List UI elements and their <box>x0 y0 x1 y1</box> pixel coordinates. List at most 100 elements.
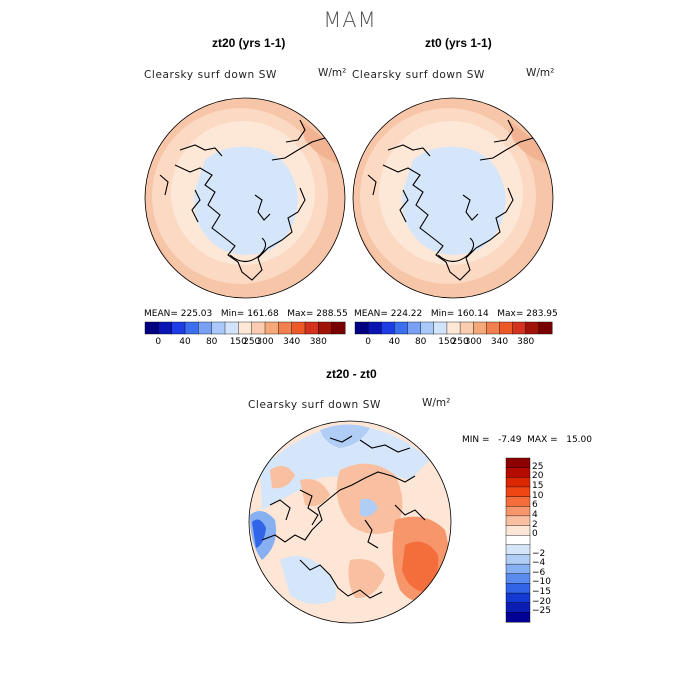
map-zt0-border <box>352 97 554 299</box>
colorbar-swatch <box>472 321 487 335</box>
map-diff <box>249 421 451 623</box>
diff-colorbar-tick-label: 2 <box>532 519 538 530</box>
colorbar-swatch <box>291 321 306 335</box>
panel-1-variable: Clearsky surf down SW <box>144 69 277 81</box>
colorbar-tick-label: 340 <box>490 337 509 347</box>
colorbar-swatch <box>407 321 422 335</box>
diff-colorbar-swatch <box>505 573 531 584</box>
diff-colorbar-swatch <box>505 525 531 536</box>
diff-colorbar-tick-label: 10 <box>532 490 544 501</box>
map-diff-border <box>248 420 452 624</box>
map-zt20-border <box>144 97 346 299</box>
diff-colorbar-swatch <box>505 515 531 527</box>
colorbar-tick-label: 300 <box>256 337 274 347</box>
diff-panel-title: zt20 - zt0 <box>326 367 377 381</box>
diff-colorbar-tick-label: −4 <box>532 558 546 569</box>
colorbar-swatch <box>459 321 474 335</box>
map-zt20-coastlines <box>159 119 326 281</box>
colorbar-swatch <box>446 321 461 335</box>
colorbar-tick-label: 300 <box>464 337 482 347</box>
colorbar-swatch <box>381 321 395 335</box>
diff-colorbar-swatch <box>505 554 531 565</box>
colorbar-swatch <box>420 321 435 335</box>
diff-panel-variable: Clearsky surf down SW <box>248 399 381 411</box>
colorbar-tick-label: 380 <box>517 337 535 347</box>
diff-colorbar-swatch <box>505 544 531 555</box>
colorbar-swatch <box>198 321 213 335</box>
colorbar-swatch <box>433 321 448 335</box>
colorbar-swatch <box>278 321 293 335</box>
diff-colorbar-swatch <box>505 612 531 623</box>
diff-colorbar-tick-label: −10 <box>532 577 551 588</box>
colorbar-swatch <box>251 321 266 335</box>
colorbar-swatch <box>525 321 540 335</box>
diff-colorbar-swatch <box>505 563 531 575</box>
colorbar-tick-label: 40 <box>179 337 191 347</box>
diff-colorbar-swatch <box>505 592 531 604</box>
diff-colorbar-tick-label: 6 <box>532 500 538 511</box>
diff-colorbar-swatch <box>505 467 531 478</box>
colorbar-tick-label: 0 <box>155 337 162 347</box>
colorbar-2 <box>354 321 553 335</box>
diff-colorbar-swatch <box>505 496 531 507</box>
colorbar-tick-label: 150 <box>438 337 456 347</box>
diff-colorbar-tick-label: 25 <box>532 461 544 472</box>
panel-2-title: zt0 (yrs 1-1) <box>425 36 492 50</box>
colorbar-swatch <box>354 321 369 335</box>
diff-panel-units: W/m² <box>422 397 451 409</box>
colorbar-tick-label: 250 <box>451 337 469 347</box>
panel-1-title: zt20 (yrs 1-1) <box>212 36 286 50</box>
colorbar-tick-label: 80 <box>414 337 427 347</box>
diff-colorbar-swatch <box>505 486 531 498</box>
diff-colorbar-tick-label: −20 <box>532 596 551 607</box>
map-zt0 <box>353 98 553 298</box>
colorbar-swatch <box>144 321 159 335</box>
diff-colorbar-tick-label: 0 <box>532 529 538 540</box>
panel-2-variable: Clearsky surf down SW <box>352 69 485 81</box>
colorbar-swatch <box>171 321 186 335</box>
diff-colorbar-tick-label: 20 <box>532 471 544 482</box>
colorbar-tick-label: 150 <box>229 337 247 347</box>
panel-1-stats: MEAN= 225.03 Min= 161.68 Max= 288.55 <box>144 309 348 319</box>
diff-colorbar-swatch <box>505 477 531 488</box>
colorbar-swatch <box>394 321 409 335</box>
diff-colorbar-tick-label: 15 <box>532 480 544 491</box>
diff-colorbar-swatch <box>505 583 531 594</box>
page-title: MAM <box>323 8 377 32</box>
colorbar-swatch <box>158 321 173 335</box>
colorbar-swatch <box>499 321 514 335</box>
colorbar-swatch <box>367 321 382 335</box>
colorbar-tick-label: 80 <box>205 337 218 347</box>
map-zt20 <box>145 98 345 298</box>
map-zt0-coastlines <box>367 119 534 281</box>
colorbar-swatch <box>224 321 239 335</box>
colorbar-swatch <box>211 321 226 335</box>
diff-colorbar-tick-label: −25 <box>532 606 551 617</box>
colorbar-swatch <box>304 321 319 335</box>
colorbar-swatch <box>318 321 333 335</box>
panel-2-stats: MEAN= 224.22 Min= 160.14 Max= 283.95 <box>354 309 558 319</box>
colorbar-tick-label: 380 <box>309 337 327 347</box>
diff-colorbar-swatch <box>505 457 531 469</box>
diff-colorbar-tick-label: −15 <box>532 587 551 598</box>
colorbar-swatch <box>264 321 279 335</box>
diff-colorbar-tick-label: −2 <box>532 548 546 559</box>
colorbar-tick-label: 250 <box>243 337 261 347</box>
diff-colorbar-tick-label: −6 <box>532 567 546 578</box>
colorbar-tick-label: 0 <box>365 337 371 347</box>
colorbar-swatch <box>184 321 199 335</box>
colorbar-swatch <box>512 321 527 335</box>
diff-colorbar-tick-label: 4 <box>532 509 538 520</box>
panel-2-units: W/m² <box>526 67 555 79</box>
colorbar-swatch <box>238 321 253 335</box>
colorbar-tick-label: 40 <box>388 337 401 347</box>
panel-1-units: W/m² <box>318 67 347 79</box>
diff-panel-stats: MIN = -7.49 MAX = 15.00 <box>462 435 592 445</box>
diff-colorbar-swatch <box>505 534 531 546</box>
colorbar-swatch <box>331 321 346 335</box>
diff-colorbar-swatch <box>505 602 531 613</box>
colorbar-swatch <box>486 321 500 335</box>
diff-colorbar <box>505 457 531 623</box>
colorbar-tick-label: 340 <box>283 337 301 347</box>
